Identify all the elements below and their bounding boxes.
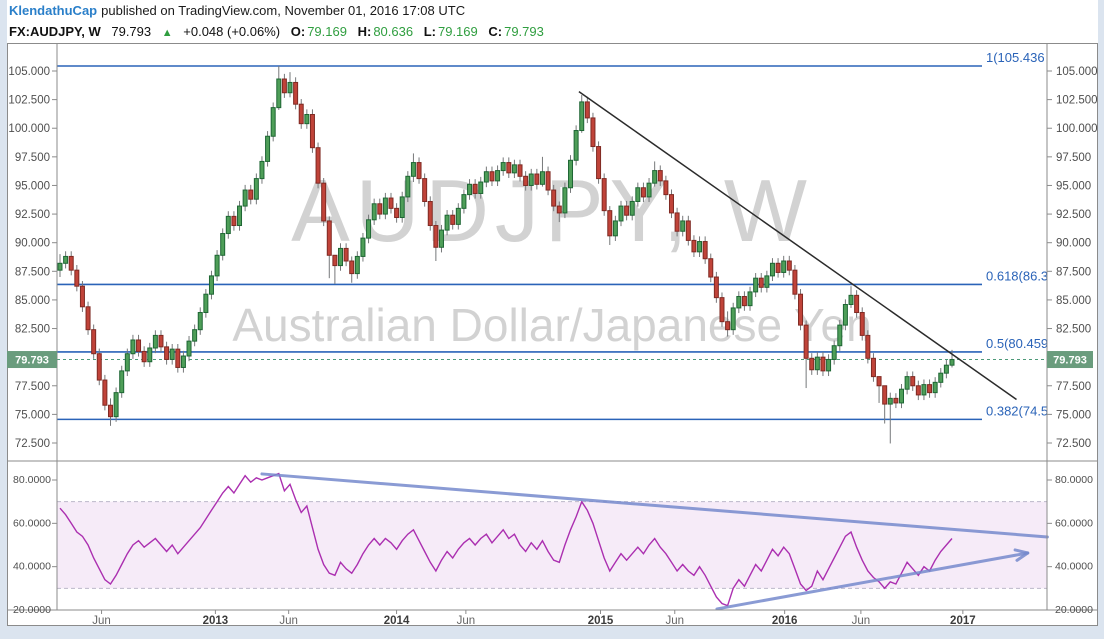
price-axis-label-right: 92.500	[1056, 209, 1091, 221]
high-label: H:	[357, 24, 372, 39]
last-price-badge	[1047, 351, 1093, 369]
low-label: L:	[423, 24, 436, 39]
price-axis-label-right: 90.000	[1056, 238, 1091, 250]
price-axis-label-left: 90.000	[15, 238, 50, 250]
rsi-trendline[interactable]	[715, 551, 1030, 611]
fib-level-label: 0.382(74.5	[986, 403, 1048, 418]
price-axis-label-left: 105.000	[8, 66, 50, 78]
time-scale-drag-area[interactable]	[7, 610, 1098, 626]
price-trendline[interactable]	[578, 90, 1017, 401]
open-value: 79.169	[307, 24, 347, 39]
chart-svg[interactable]: AUDJPY, WAustralian Dollar/Japanese Yen1…	[7, 43, 1098, 627]
low-value: 79.169	[437, 24, 478, 39]
open-label: O:	[290, 24, 306, 39]
rsi-axis-label-left: 80.0000	[13, 474, 51, 486]
price-axis-label-right: 100.000	[1056, 123, 1098, 135]
rsi-axis-label-right: 20.0000	[1055, 604, 1093, 616]
time-axis-label: Jun	[92, 615, 111, 626]
price-axis-label-left: 72.500	[15, 438, 50, 450]
price-axis-label-right: 102.500	[1056, 95, 1098, 107]
price-axis-label-left: 95.000	[15, 180, 50, 192]
rsi-axis-label-left: 20.0000	[13, 604, 51, 616]
time-axis-label: 2014	[384, 615, 410, 626]
rsi-axis-label-left: 60.0000	[13, 517, 51, 529]
symbol-name[interactable]: FX:AUDJPY, W	[9, 24, 101, 39]
close-value: 79.793	[504, 24, 544, 39]
time-axis-label: 2015	[588, 615, 614, 626]
price-axis-label-left: 102.500	[8, 95, 50, 107]
fib-level-label: 1(105.436	[986, 50, 1045, 65]
price-axis-label-right: 82.500	[1056, 324, 1091, 336]
price-axis-label-left: 87.500	[15, 266, 50, 278]
last-price-value: 79.793	[111, 24, 152, 39]
price-axis-label-right: 105.000	[1056, 66, 1098, 78]
last-price-badge-text: 79.793	[1053, 355, 1087, 367]
high-value: 80.636	[373, 24, 414, 39]
time-axis-label: 2017	[950, 615, 976, 626]
price-axis-label-left: 77.500	[15, 381, 50, 393]
price-axis-label-left: 82.500	[15, 324, 50, 336]
author-link[interactable]: KlendathuCap	[9, 3, 98, 18]
last-price-badge	[7, 351, 57, 369]
publish-info-bar: KlendathuCap published on TradingView.com…	[7, 0, 1098, 22]
price-scale-drag-area[interactable]	[1047, 43, 1098, 610]
rsi-axis-label-right: 60.0000	[1055, 517, 1093, 529]
rsi-band	[57, 501, 1047, 589]
rsi-axis-label-left: 40.0000	[13, 561, 51, 573]
chart-area[interactable]: AUDJPY, WAustralian Dollar/Japanese Yen1…	[7, 43, 1098, 627]
price-axis-label-left: 75.000	[15, 409, 50, 421]
fib-level-label: 0.5(80.459	[986, 336, 1048, 351]
candlestick-series	[57, 66, 955, 444]
price-axis-label-right: 75.000	[1056, 409, 1091, 421]
close-label: C:	[488, 24, 503, 39]
time-axis-label: Jun	[665, 615, 684, 626]
fib-level-label: 0.618(86.3	[986, 268, 1048, 283]
time-axis-label: Jun	[457, 615, 476, 626]
last-price-badge-text: 79.793	[15, 355, 49, 367]
time-axis-label: Jun	[279, 615, 298, 626]
time-axis-label: 2016	[772, 615, 798, 626]
price-axis-label-right: 97.500	[1056, 152, 1091, 164]
publish-text: published on TradingView.com, November 0…	[101, 3, 466, 18]
rsi-trendline[interactable]	[260, 472, 1049, 539]
price-axis-label-right: 77.500	[1056, 381, 1091, 393]
time-axis-label: Jun	[852, 615, 871, 626]
price-axis-label-left: 97.500	[15, 152, 50, 164]
time-axis-label: 2013	[203, 615, 229, 626]
chart-background	[7, 43, 1098, 626]
rsi-trendline-arrowhead	[1015, 551, 1030, 562]
rsi-axis-label-right: 80.0000	[1055, 474, 1093, 486]
price-pane-hit-area[interactable]	[57, 43, 1047, 461]
chart-outer-border	[7, 43, 1098, 626]
symbol-info-bar: FX:AUDJPY, W 79.793 ▲ +0.048 (+0.06%) O:…	[7, 22, 1098, 44]
rsi-pane-hit-area[interactable]	[57, 461, 1047, 610]
price-axis-label-left: 92.500	[15, 209, 50, 221]
rsi-line	[59, 472, 953, 607]
up-triangle-icon: ▲	[161, 27, 173, 39]
price-axis-label-right: 85.000	[1056, 295, 1091, 307]
price-axis-label-right: 87.500	[1056, 266, 1091, 278]
price-change: +0.048 (+0.06%)	[183, 24, 281, 39]
price-axis-label-left: 85.000	[15, 295, 50, 307]
price-axis-label-left: 100.000	[8, 123, 50, 135]
price-axis-label-right: 95.000	[1056, 180, 1091, 192]
rsi-trendline-arrowhead	[1013, 548, 1030, 555]
price-axis-label-right: 72.500	[1056, 438, 1091, 450]
chart-card: KlendathuCap published on TradingView.com…	[7, 0, 1098, 627]
rsi-axis-label-right: 40.0000	[1055, 561, 1093, 573]
watermark-description: Australian Dollar/Japanese Yen	[232, 299, 871, 351]
